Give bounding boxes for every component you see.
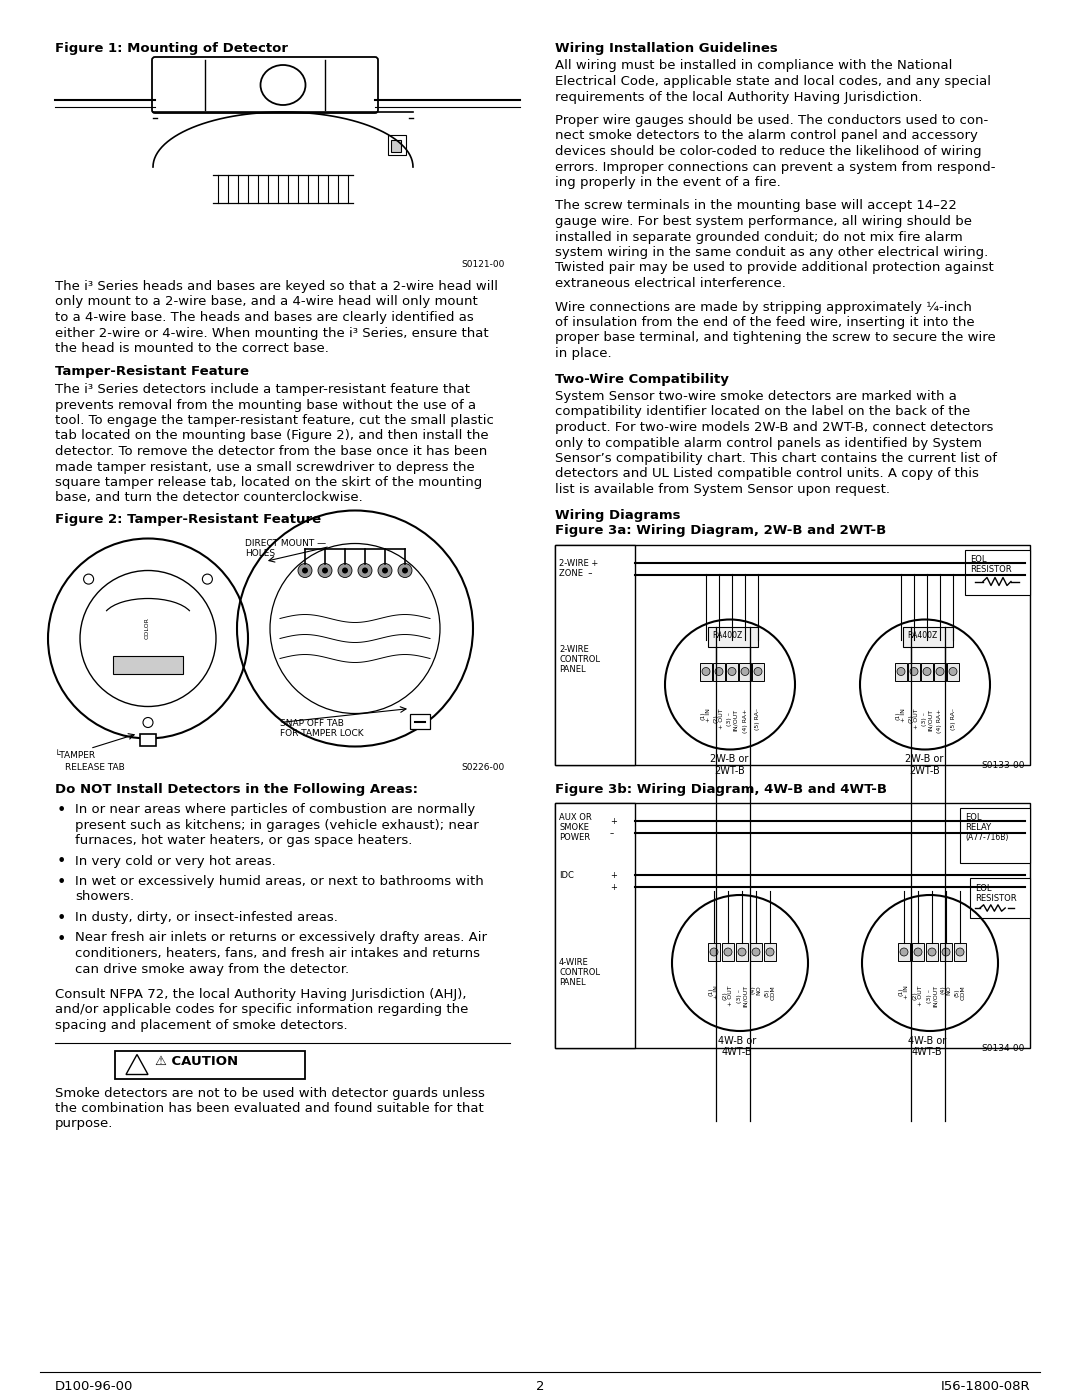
Text: (2)
+ OUT: (2) + OUT — [714, 708, 725, 729]
Bar — [934, 662, 946, 680]
Circle shape — [738, 949, 746, 956]
Text: D100-96-00: D100-96-00 — [55, 1380, 133, 1393]
Circle shape — [942, 949, 950, 956]
Text: AUX OR: AUX OR — [559, 813, 592, 821]
Text: spacing and placement of smoke detectors.: spacing and placement of smoke detectors… — [55, 1018, 348, 1032]
Text: System Sensor two-wire smoke detectors are marked with a: System Sensor two-wire smoke detectors a… — [555, 390, 957, 402]
Bar — [555, 545, 1030, 764]
Text: •: • — [57, 932, 66, 947]
Bar — [954, 943, 966, 961]
Text: (1)
+ IN: (1) + IN — [895, 708, 906, 722]
Circle shape — [298, 563, 312, 577]
Text: 2-WIRE: 2-WIRE — [559, 644, 589, 654]
Text: 2WT-B: 2WT-B — [909, 766, 940, 775]
Text: (1)
+ IN: (1) + IN — [708, 985, 719, 999]
Text: RELAY: RELAY — [966, 823, 991, 833]
Bar — [723, 943, 734, 961]
Circle shape — [382, 567, 388, 574]
Text: (A77-716B): (A77-716B) — [966, 833, 1009, 842]
Text: Two-Wire Compatibility: Two-Wire Compatibility — [555, 373, 729, 386]
Bar — [555, 803, 635, 1048]
Text: Figure 1: Mounting of Detector: Figure 1: Mounting of Detector — [55, 42, 288, 54]
Text: •: • — [57, 855, 66, 869]
Text: ⚠ CAUTION: ⚠ CAUTION — [156, 1055, 238, 1067]
Text: either 2-wire or 4-wire. When mounting the i³ Series, ensure that: either 2-wire or 4-wire. When mounting t… — [55, 327, 488, 339]
Text: RESISTOR: RESISTOR — [975, 894, 1016, 902]
Circle shape — [322, 567, 328, 574]
Circle shape — [752, 949, 760, 956]
Circle shape — [728, 668, 735, 676]
Bar — [921, 662, 933, 680]
Circle shape — [302, 567, 308, 574]
Bar — [708, 943, 720, 961]
Text: gauge wire. For best system performance, all wiring should be: gauge wire. For best system performance,… — [555, 215, 972, 228]
Text: errors. Improper connections can prevent a system from respond-: errors. Improper connections can prevent… — [555, 161, 996, 173]
Text: 2W-B or: 2W-B or — [710, 754, 748, 764]
Bar — [388, 136, 406, 155]
Text: CONTROL: CONTROL — [559, 655, 600, 664]
Text: RELEASE TAB: RELEASE TAB — [65, 763, 125, 771]
Bar — [750, 943, 762, 961]
Text: IDC: IDC — [559, 870, 573, 880]
Text: (3) –
IN/OUT: (3) – IN/OUT — [927, 985, 937, 1007]
Circle shape — [342, 567, 348, 574]
Text: proper base terminal, and tightening the screw to secure the wire: proper base terminal, and tightening the… — [555, 331, 996, 345]
Text: (3) –
IN/OUT: (3) – IN/OUT — [737, 985, 747, 1007]
Text: SNAP OFF TAB: SNAP OFF TAB — [280, 718, 343, 728]
Bar — [970, 877, 1030, 918]
Text: └TAMPER: └TAMPER — [55, 752, 96, 760]
Text: The screw terminals in the mounting base will accept 14–22: The screw terminals in the mounting base… — [555, 200, 957, 212]
Text: S0226-00: S0226-00 — [462, 764, 505, 773]
Text: prevents removal from the mounting base without the use of a: prevents removal from the mounting base … — [55, 398, 476, 412]
Bar — [140, 733, 156, 746]
Text: PANEL: PANEL — [559, 665, 585, 673]
Circle shape — [949, 668, 957, 676]
Text: extraneous electrical interference.: extraneous electrical interference. — [555, 277, 786, 291]
Text: 4-WIRE: 4-WIRE — [559, 958, 589, 967]
Bar — [410, 714, 430, 728]
Text: RA400Z: RA400Z — [907, 630, 937, 640]
Text: (2)
+ OUT: (2) + OUT — [908, 708, 919, 729]
Text: base, and turn the detector counterclockwise.: base, and turn the detector counterclock… — [55, 492, 363, 504]
Text: (5) RA–: (5) RA– — [756, 708, 760, 731]
Text: 4W-B or: 4W-B or — [718, 1037, 756, 1046]
Text: ing properly in the event of a fire.: ing properly in the event of a fire. — [555, 176, 781, 189]
Bar — [739, 662, 751, 680]
Bar — [940, 943, 951, 961]
Text: S0134-00: S0134-00 — [982, 1044, 1025, 1053]
Circle shape — [910, 668, 918, 676]
Text: square tamper release tab, located on the skirt of the mounting: square tamper release tab, located on th… — [55, 476, 483, 489]
Circle shape — [897, 668, 905, 676]
Circle shape — [362, 567, 368, 574]
Text: 2WT-B: 2WT-B — [714, 766, 745, 775]
Text: DIRECT MOUNT —: DIRECT MOUNT — — [245, 538, 326, 548]
Circle shape — [399, 563, 411, 577]
Text: Twisted pair may be used to provide additional protection against: Twisted pair may be used to provide addi… — [555, 261, 994, 274]
Bar — [895, 662, 907, 680]
Text: PANEL: PANEL — [559, 978, 585, 988]
Text: +: + — [610, 883, 617, 893]
Text: HOLES: HOLES — [245, 549, 275, 559]
Text: EOL: EOL — [970, 556, 986, 564]
Text: (1)
+ IN: (1) + IN — [899, 985, 909, 999]
Text: installed in separate grounded conduit; do not mix fire alarm: installed in separate grounded conduit; … — [555, 231, 962, 243]
Text: purpose.: purpose. — [55, 1118, 113, 1130]
Text: 4W-B or: 4W-B or — [908, 1037, 946, 1046]
Text: Proper wire gauges should be used. The conductors used to con-: Proper wire gauges should be used. The c… — [555, 115, 988, 127]
Text: (5) RA–: (5) RA– — [950, 708, 956, 731]
Bar — [700, 662, 712, 680]
Text: RA400Z: RA400Z — [712, 630, 742, 640]
Circle shape — [318, 563, 332, 577]
Text: the combination has been evaluated and found suitable for that: the combination has been evaluated and f… — [55, 1102, 484, 1115]
Bar — [713, 662, 725, 680]
Text: devices should be color-coded to reduce the likelihood of wiring: devices should be color-coded to reduce … — [555, 145, 982, 158]
Text: (4) RA+: (4) RA+ — [743, 708, 747, 733]
Text: EOL: EOL — [966, 813, 982, 821]
Text: Figure 2: Tamper-Resistant Feature: Figure 2: Tamper-Resistant Feature — [55, 513, 321, 527]
Text: FOR TAMPER LOCK: FOR TAMPER LOCK — [280, 729, 364, 739]
Text: Wire connections are made by stripping approximately ¼-inch: Wire connections are made by stripping a… — [555, 300, 972, 313]
Circle shape — [936, 668, 944, 676]
Circle shape — [914, 949, 922, 956]
Circle shape — [900, 949, 908, 956]
Bar — [926, 943, 939, 961]
